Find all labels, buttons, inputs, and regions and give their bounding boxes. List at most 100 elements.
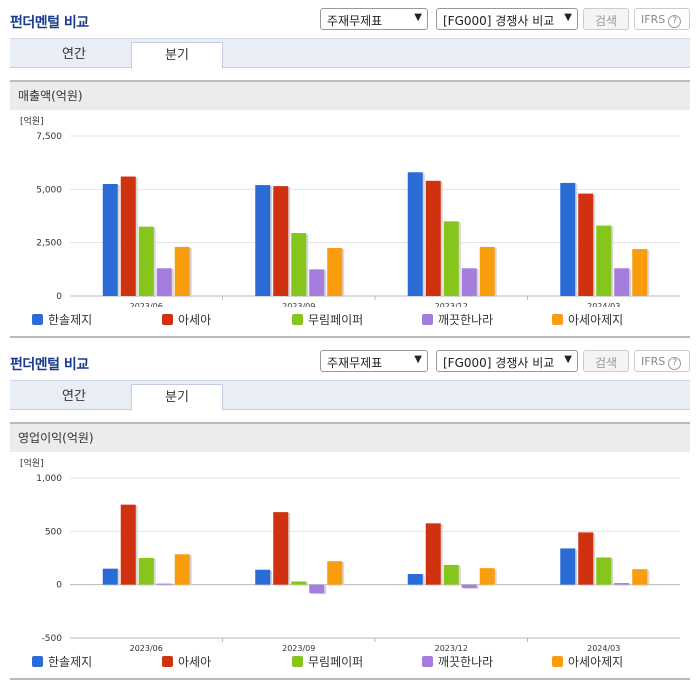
statement-type-value: 주재무제표: [327, 356, 383, 370]
x-tick-label: 2023/12: [435, 644, 468, 653]
ifrs-help-button[interactable]: IFRS?: [634, 8, 690, 30]
bar: [596, 225, 612, 296]
operating-profit-bar-chart: [억원] -500 0 500 1,000 2023/06 2023/09 2023/12 20…: [20, 457, 680, 653]
bar-shadow: [158, 584, 174, 586]
tab-quarterly[interactable]: 분기: [131, 42, 223, 69]
fundamental-section-sales: 펀더멘털 비교 주재무제표 ▼ [FG000] 경쟁사 비교 ▼ 검색 IFRS…: [0, 0, 696, 338]
statement-type-select[interactable]: 주재무제표 ▼: [320, 8, 428, 30]
x-tick-label: 2023/06: [130, 302, 163, 307]
tab-quarterly[interactable]: 분기: [131, 384, 223, 411]
bar: [255, 569, 271, 585]
bar: [309, 584, 325, 594]
legend-item[interactable]: 아세아제지: [552, 654, 623, 670]
search-button[interactable]: 검색: [583, 350, 629, 372]
y-unit-label: [억원]: [20, 457, 44, 469]
sales-bar-chart: [억원] 0 2,500 5,000 7,500 2023/06 2023/09 2023/1…: [20, 115, 680, 307]
legend-item[interactable]: 깨끗한나라: [422, 312, 493, 328]
legend-item[interactable]: 무림페이퍼: [292, 312, 363, 328]
legend-swatch: [32, 656, 43, 667]
legend-item[interactable]: 한솔제지: [32, 312, 92, 328]
legend-swatch: [32, 314, 43, 325]
bar: [479, 246, 495, 296]
statement-type-value: 주재무제표: [327, 14, 383, 28]
chevron-down-icon: ▼: [414, 12, 422, 23]
bar: [102, 568, 118, 585]
x-tick-label: 2023/06: [130, 644, 163, 653]
bar: [309, 269, 325, 296]
legend-label: 아세아: [178, 313, 212, 327]
bar: [138, 558, 154, 585]
bar: [120, 504, 136, 585]
legend-swatch: [422, 656, 433, 667]
legend-swatch: [162, 314, 173, 325]
bar: [443, 221, 459, 296]
y-unit-label: [억원]: [20, 115, 44, 127]
comparison-select[interactable]: [FG000] 경쟁사 비교 ▼: [436, 8, 578, 30]
bar: [273, 186, 289, 296]
bar: [614, 583, 630, 585]
bar: [614, 268, 630, 296]
legend-item[interactable]: 아세아: [162, 654, 211, 670]
y-tick-label: 1,000: [36, 474, 62, 484]
legend-label: 아세아제지: [568, 313, 624, 327]
legend-label: 무림페이퍼: [308, 313, 364, 327]
bar: [560, 182, 576, 296]
section-header: 펀더멘털 비교 주재무제표 ▼ [FG000] 경쟁사 비교 ▼ 검색 IFRS…: [10, 0, 690, 31]
bar: [255, 185, 271, 296]
bar: [174, 246, 190, 296]
legend-item[interactable]: 아세아: [162, 312, 211, 328]
y-tick-label: 0: [56, 581, 62, 591]
bar: [327, 248, 343, 296]
legend-label: 깨끗한나라: [438, 313, 494, 327]
legend-label: 아세아제지: [568, 655, 624, 669]
statement-type-select[interactable]: 주재무제표 ▼: [320, 350, 428, 372]
section-title: 펀더멘털 비교: [10, 357, 89, 373]
metric-title: 매출액(억원): [10, 80, 690, 110]
bar: [560, 548, 576, 585]
tab-annual[interactable]: 연간: [62, 47, 86, 62]
section-title: 펀더멘털 비교: [10, 15, 89, 31]
legend-swatch: [292, 656, 303, 667]
bar: [273, 512, 289, 585]
comparison-select[interactable]: [FG000] 경쟁사 비교 ▼: [436, 350, 578, 372]
legend-swatch: [162, 656, 173, 667]
section-divider: [10, 336, 690, 338]
tab-annual[interactable]: 연간: [62, 389, 86, 404]
period-tabs: 연간 분기: [10, 380, 690, 411]
ifrs-label: IFRS: [641, 355, 666, 368]
x-tick-label: 2023/09: [282, 302, 315, 307]
x-tick-label: 2024/03: [587, 644, 620, 653]
fundamental-section-operating-profit: 펀더멘털 비교 주재무제표 ▼ [FG000] 경쟁사 비교 ▼ 검색 IFRS…: [0, 342, 696, 684]
x-tick-label: 2023/12: [435, 302, 468, 307]
legend-item[interactable]: 한솔제지: [32, 654, 92, 670]
bar: [461, 584, 477, 588]
period-tabs: 연간 분기: [10, 38, 690, 69]
bar: [407, 574, 423, 585]
search-button[interactable]: 검색: [583, 8, 629, 30]
comparison-value: [FG000] 경쟁사 비교: [443, 14, 555, 28]
bar: [479, 568, 495, 585]
legend-swatch: [422, 314, 433, 325]
comparison-value: [FG000] 경쟁사 비교: [443, 356, 555, 370]
bar: [407, 172, 423, 296]
section-divider: [10, 678, 690, 680]
y-tick-label: -500: [42, 634, 63, 644]
bar: [291, 581, 307, 585]
ifrs-help-button[interactable]: IFRS?: [634, 350, 690, 372]
bar: [156, 583, 172, 585]
bar: [425, 523, 441, 585]
bar: [632, 249, 648, 296]
bar: [596, 557, 612, 585]
chevron-down-icon: ▼: [414, 354, 422, 365]
bar: [174, 554, 190, 585]
legend-item[interactable]: 무림페이퍼: [292, 654, 363, 670]
legend-label: 깨끗한나라: [438, 655, 494, 669]
bar: [461, 268, 477, 296]
help-icon: ?: [668, 357, 682, 370]
y-tick-label: 7,500: [36, 132, 62, 142]
legend-item[interactable]: 깨끗한나라: [422, 654, 493, 670]
metric-title: 영업이익(억원): [10, 422, 690, 452]
y-tick-label: 2,500: [36, 239, 62, 249]
chart-legend: 한솔제지 아세아 무림페이퍼 깨끗한나라 아세아제지: [0, 312, 696, 330]
legend-item[interactable]: 아세아제지: [552, 312, 623, 328]
